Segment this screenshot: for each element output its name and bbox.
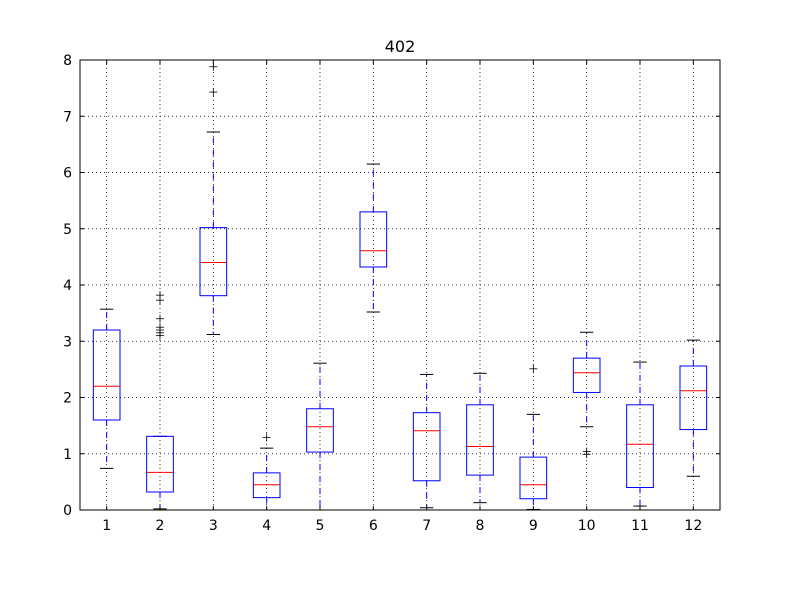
x-tick-label: 1 xyxy=(102,518,111,534)
box-group-7 xyxy=(412,373,441,509)
y-tick-label: 2 xyxy=(63,391,72,407)
iqr-box xyxy=(626,404,654,488)
box-group-10 xyxy=(572,331,601,459)
box-group-6 xyxy=(359,163,388,313)
flier-marker xyxy=(209,88,218,97)
x-tick-label: 12 xyxy=(684,518,702,534)
x-tick-label: 8 xyxy=(476,518,485,534)
box-group-9 xyxy=(519,364,548,510)
y-tick-label: 4 xyxy=(63,278,72,294)
y-tick-label: 3 xyxy=(63,334,72,350)
x-tick-label: 6 xyxy=(369,518,378,534)
flier-marker xyxy=(156,291,164,300)
box-group-1 xyxy=(92,308,121,469)
chart-title: 402 xyxy=(385,37,416,56)
y-tick-label: 1 xyxy=(63,447,72,463)
flier-marker xyxy=(582,447,591,456)
x-tick-label: 7 xyxy=(422,518,431,534)
iqr-box xyxy=(252,472,281,499)
y-tick-label: 8 xyxy=(63,53,72,69)
flier-marker xyxy=(209,62,218,71)
boxes xyxy=(92,62,708,511)
y-tick-label: 6 xyxy=(63,166,72,182)
iqr-box xyxy=(306,408,334,453)
x-tick-label: 10 xyxy=(578,518,596,534)
flier-marker xyxy=(156,323,164,332)
iqr-box xyxy=(199,227,228,297)
iqr-box xyxy=(572,357,601,393)
flier-marker xyxy=(262,433,271,442)
x-tick-label: 2 xyxy=(156,518,165,534)
axis-ticks xyxy=(80,59,720,511)
x-tick-label: 4 xyxy=(262,518,271,534)
x-tick-label: 9 xyxy=(529,518,538,534)
y-tick-label: 5 xyxy=(63,222,72,238)
iqr-box xyxy=(412,412,441,482)
flier-marker xyxy=(156,314,164,323)
iqr-box xyxy=(146,435,174,493)
iqr-box xyxy=(92,329,121,421)
y-tick-label: 7 xyxy=(63,109,72,125)
y-tick-label: 0 xyxy=(63,503,72,519)
box-group-3 xyxy=(199,62,228,335)
grid-lines xyxy=(80,60,720,510)
flier-marker xyxy=(529,364,538,373)
iqr-box xyxy=(679,365,708,431)
box-group-8 xyxy=(466,372,494,504)
box-group-2 xyxy=(146,291,174,510)
iqr-box xyxy=(519,456,548,500)
iqr-box xyxy=(359,211,388,268)
x-tick-label: 3 xyxy=(209,518,218,534)
iqr-box xyxy=(466,404,494,476)
x-tick-label: 11 xyxy=(631,518,649,534)
x-tick-label: 5 xyxy=(316,518,325,534)
box-group-12 xyxy=(679,339,708,477)
